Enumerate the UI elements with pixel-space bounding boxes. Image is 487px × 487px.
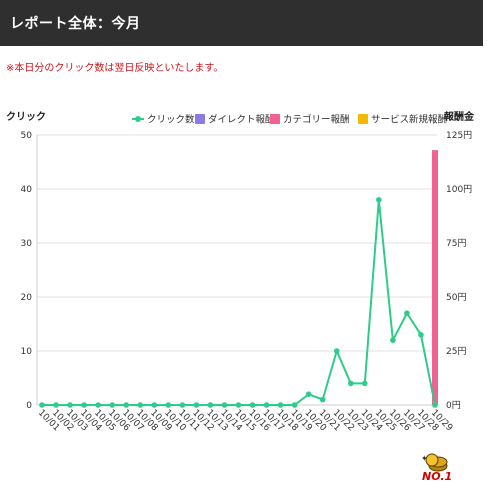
right-tick-label: 100円: [446, 184, 472, 195]
click-point: [249, 402, 256, 408]
click-point: [404, 310, 410, 317]
click-point: [347, 380, 354, 387]
left-axis-ticks: 0 10 20 30 40 50: [21, 131, 33, 411]
click-point: [418, 332, 424, 338]
click-point: [95, 402, 101, 408]
click-point: [53, 402, 59, 408]
legend-label: カテゴリー報酬: [283, 114, 350, 126]
grid-lines: [36, 134, 437, 406]
rank-badge-text: NO.1: [422, 470, 453, 483]
click-point: [123, 402, 130, 408]
click-point: [221, 402, 228, 408]
bars: [431, 150, 438, 405]
legend-swatch: [195, 114, 205, 124]
click-point: [390, 337, 396, 344]
click-point: [81, 402, 87, 408]
bar: [431, 150, 438, 405]
click-point: [319, 396, 326, 403]
click-point: [193, 402, 200, 408]
legend-swatch: [358, 114, 368, 124]
click-point: [277, 402, 284, 408]
left-tick-label: 0: [26, 401, 32, 411]
svg-text:✦: ✦: [421, 454, 428, 463]
click-point: [263, 402, 270, 408]
legend-item-bar: サービス新規報酬: [358, 114, 447, 126]
right-tick-label: 0円: [446, 400, 461, 411]
click-point: [333, 348, 340, 354]
right-axis-title: 報酬金: [444, 110, 475, 123]
left-tick-label: 30: [21, 239, 33, 249]
click-point: [39, 402, 45, 408]
right-tick-label: 50円: [446, 292, 466, 303]
right-tick-label: 75円: [446, 238, 466, 249]
left-axis-title: クリック: [6, 111, 46, 123]
legend-dot-swatch: [135, 116, 141, 122]
click-point: [235, 402, 242, 408]
click-point: [67, 402, 73, 408]
click-line: [39, 197, 438, 408]
right-tick-label: 125円: [446, 130, 472, 141]
click-point: [291, 402, 298, 408]
click-point: [362, 380, 368, 387]
click-point: [432, 402, 438, 408]
legend-item-clicks: クリック数: [132, 114, 195, 126]
legend-item-bar: カテゴリー報酬: [270, 114, 350, 126]
left-tick-label: 10: [21, 347, 33, 357]
data-delay-note: ※本日分のクリック数は翌日反映といたします。: [6, 63, 224, 74]
left-tick-label: 40: [21, 185, 33, 195]
legend-label: サービス新規報酬: [371, 114, 447, 126]
click-point: [207, 402, 214, 408]
click-point: [376, 197, 382, 203]
x-axis-ticks: 10/0110/0210/0310/0410/0510/0610/0710/08…: [36, 408, 455, 434]
legend: クリック数 ダイレクト報酬 カテゴリー報酬 サービス新規報酬: [132, 114, 447, 126]
legend-label: ダイレクト報酬: [208, 114, 275, 126]
legend-swatch: [270, 114, 280, 124]
right-tick-label: 25円: [446, 346, 466, 357]
report-header: レポート全体：今月: [0, 0, 483, 46]
click-point: [137, 402, 144, 408]
click-series-line: [42, 199, 436, 406]
click-point: [165, 402, 172, 408]
page-title: レポート全体：今月: [10, 16, 141, 32]
click-point: [179, 402, 186, 408]
legend-item-bar: ダイレクト報酬: [195, 114, 275, 126]
left-tick-label: 20: [21, 293, 33, 303]
left-tick-label: 50: [21, 131, 33, 141]
coins-icon: ✦: [421, 453, 448, 472]
click-point: [151, 402, 158, 408]
click-point: [305, 391, 312, 398]
right-axis-ticks: 0円 25円 50円 75円 100円 125円: [446, 130, 472, 411]
rank-badge: ✦ NO.1: [416, 452, 456, 486]
click-point: [109, 402, 115, 408]
legend-label: クリック数: [147, 114, 195, 126]
